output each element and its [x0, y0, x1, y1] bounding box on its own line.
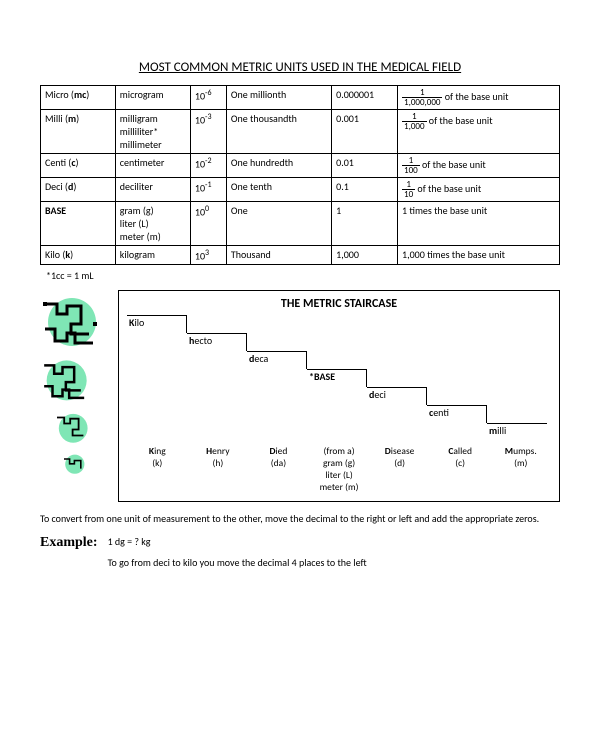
table-row: Milli (m)milligrammilliliter*millimeter1… — [41, 110, 560, 154]
table-cell: 10-6 — [190, 86, 226, 110]
table-cell: Deci (d) — [41, 178, 116, 202]
table-cell: 100 — [190, 202, 226, 246]
table-cell: 1 — [332, 202, 398, 246]
table-cell: 0.001 — [332, 110, 398, 154]
decorative-icons — [40, 290, 110, 502]
table-cell: 103 — [190, 246, 226, 265]
table-cell: 0.1 — [332, 178, 398, 202]
mnemonic-col: Called(c) — [430, 445, 491, 493]
table-cell: Centi (c) — [41, 154, 116, 178]
table-cell: One thousandth — [226, 110, 331, 154]
table-cell: 0.000001 — [332, 86, 398, 110]
circuit-icon — [40, 357, 90, 403]
mnemonic-col: King(k) — [127, 445, 188, 493]
table-row: BASEgram (g)liter (L)meter (m)100One11 t… — [41, 202, 560, 246]
page-title: MOST COMMON METRIC UNITS USED IN THE MED… — [40, 60, 560, 75]
circuit-icon — [40, 294, 100, 349]
staircase-title: THE METRIC STAIRCASE — [127, 297, 551, 311]
table-cell: deciliter — [115, 178, 190, 202]
footnote: *1cc = 1 mL — [46, 269, 560, 282]
stair-step: deca — [247, 351, 307, 369]
table-cell: One — [226, 202, 331, 246]
mnemonic-col: (from a)gram (g)liter (L)meter (m) — [309, 445, 370, 493]
mnemonic-col: Died(da) — [248, 445, 309, 493]
table-cell: 1,000 times the base unit — [398, 246, 560, 265]
table-row: Centi (c)centimeter10-2One hundredth0.01… — [41, 154, 560, 178]
table-cell: 1100 of the base unit — [398, 154, 560, 178]
table-cell: 10-3 — [190, 110, 226, 154]
stair-step: hecto — [187, 333, 247, 351]
table-row: Deci (d)deciliter10-1One tenth0.1110 of … — [41, 178, 560, 202]
table-cell: microgram — [115, 86, 190, 110]
stair-step: milli — [487, 423, 547, 441]
circuit-icon — [62, 453, 86, 475]
table-cell: kilogram — [115, 246, 190, 265]
table-row: Kilo (k)kilogram103Thousand1,0001,000 ti… — [41, 246, 560, 265]
table-cell: 1,000 — [332, 246, 398, 265]
table-cell: 110 of the base unit — [398, 178, 560, 202]
table-cell: One millionth — [226, 86, 331, 110]
table-cell: One tenth — [226, 178, 331, 202]
table-cell: One hundredth — [226, 154, 331, 178]
table-row: Micro (mc)microgram10-6One millionth0.00… — [41, 86, 560, 110]
stair-step: Kilo — [127, 315, 187, 333]
example-line2: To go from deci to kilo you move the dec… — [108, 556, 367, 569]
example-section: Example: 1 dg = ? kg To go from deci to … — [40, 535, 560, 569]
table-cell: Milli (m) — [41, 110, 116, 154]
table-cell: Thousand — [226, 246, 331, 265]
mnemonic-col: Disease(d) — [369, 445, 430, 493]
table-cell: 1 times the base unit — [398, 202, 560, 246]
metric-table: Micro (mc)microgram10-6One millionth0.00… — [40, 85, 560, 265]
staircase-box: THE METRIC STAIRCASE Kilohectodeca*BASEd… — [118, 290, 560, 502]
table-cell: BASE — [41, 202, 116, 246]
table-cell: 10-1 — [190, 178, 226, 202]
mnemonic-row: King(k)Henry(h)Died(da)(from a)gram (g)l… — [127, 445, 551, 493]
conversion-instruction: To convert from one unit of measurement … — [40, 512, 560, 525]
table-cell: 11,000 of the base unit — [398, 110, 560, 154]
table-cell: milligrammilliliter*millimeter — [115, 110, 190, 154]
table-cell: centimeter — [115, 154, 190, 178]
table-cell: gram (g)liter (L)meter (m) — [115, 202, 190, 246]
table-cell: 11,000,000 of the base unit — [398, 86, 560, 110]
table-cell: Kilo (k) — [41, 246, 116, 265]
example-label: Example: — [40, 535, 98, 551]
example-line1: 1 dg = ? kg — [108, 535, 367, 548]
stair-step: deci — [367, 387, 427, 405]
table-cell: 0.01 — [332, 154, 398, 178]
stair-step: *BASE — [307, 369, 367, 387]
mnemonic-col: Henry(h) — [188, 445, 249, 493]
table-cell: Micro (mc) — [41, 86, 116, 110]
table-cell: 10-2 — [190, 154, 226, 178]
stair-step: centi — [427, 405, 487, 423]
circuit-icon — [54, 411, 90, 445]
mnemonic-col: Mumps.(m) — [490, 445, 551, 493]
